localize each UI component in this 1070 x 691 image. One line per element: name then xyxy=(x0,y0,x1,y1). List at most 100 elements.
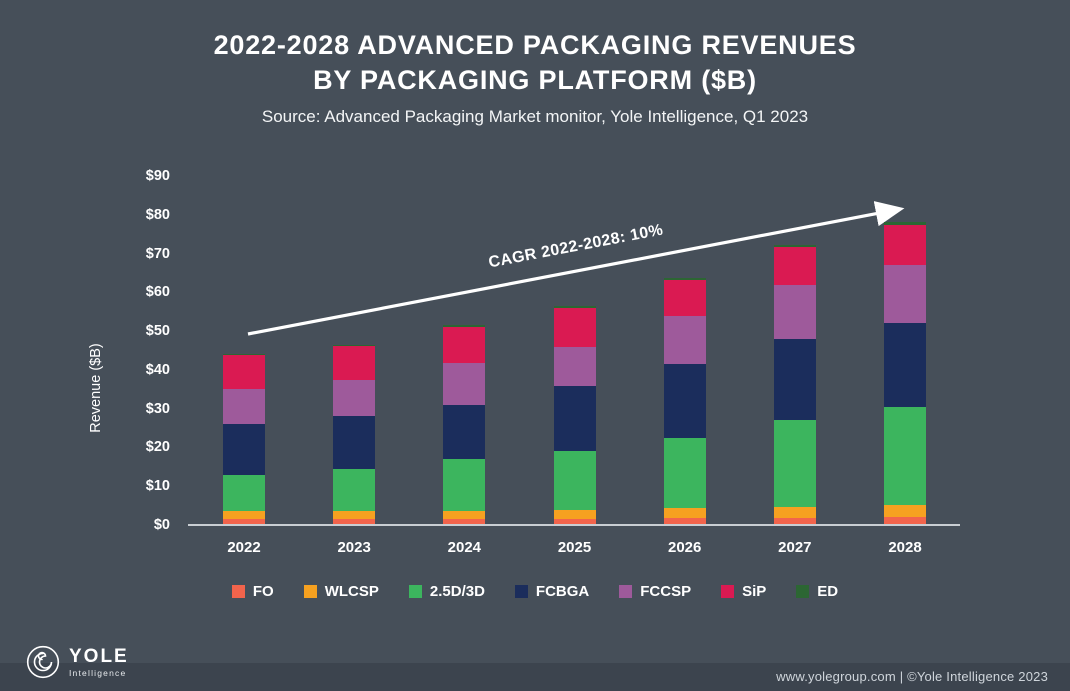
legend-swatch xyxy=(408,585,422,598)
segment-ED xyxy=(553,306,596,308)
legend-label: FCCSP xyxy=(640,583,692,600)
segment-ED xyxy=(333,344,376,346)
segment-FO xyxy=(553,518,596,525)
segment-SiP xyxy=(884,224,927,266)
segment-FCBGA xyxy=(223,424,265,475)
y-tick-label: $30 xyxy=(145,400,170,417)
yole-logo: YOLE Intelligence xyxy=(26,645,129,679)
x-tick-label: 2025 xyxy=(557,539,592,556)
segment-2.5D/3D xyxy=(443,459,486,511)
segment-WLCSP xyxy=(663,507,706,519)
yole-logo-text: YOLE Intelligence xyxy=(69,647,129,678)
segment-ED xyxy=(773,244,816,248)
segment-WLCSP xyxy=(773,506,816,518)
y-tick-label: $10 xyxy=(145,478,170,495)
segment-WLCSP xyxy=(553,509,596,519)
x-axis-line xyxy=(188,524,960,526)
chart-title-line1: 2022-2028 ADVANCED PACKAGING REVENUES xyxy=(213,30,857,60)
legend-item-ED: ED xyxy=(796,583,838,600)
legend-label: WLCSP xyxy=(324,583,379,600)
legend-label: 2.5D/3D xyxy=(429,583,485,600)
segment-FO xyxy=(223,519,265,525)
segment-SiP xyxy=(773,247,816,285)
segment-2.5D/3D xyxy=(333,468,376,512)
yole-logo-subname: Intelligence xyxy=(69,667,127,678)
segment-WLCSP xyxy=(443,510,486,520)
legend-label: SiP xyxy=(742,583,767,600)
segment-FCBGA xyxy=(333,416,376,469)
y-tick-label: $50 xyxy=(145,323,170,340)
legend-label: FO xyxy=(252,583,274,600)
segment-FO xyxy=(663,518,706,525)
chart-source-subtitle: Source: Advanced Packaging Market monito… xyxy=(261,107,809,127)
segment-FCBGA xyxy=(443,404,486,460)
legend-item-FCCSP: FCCSP xyxy=(619,583,691,600)
segment-SiP xyxy=(443,326,486,363)
y-tick-label: $60 xyxy=(145,284,170,301)
segment-ED xyxy=(884,221,927,225)
segment-WLCSP xyxy=(884,505,927,517)
y-tick-label: $80 xyxy=(145,206,170,223)
legend-swatch xyxy=(619,585,633,598)
y-tick-label: $90 xyxy=(145,168,170,184)
segment-SiP xyxy=(553,307,596,347)
segment-FO xyxy=(884,516,927,525)
plot-area: CAGR 2022-2028: 10% xyxy=(195,176,960,525)
bar-2027 xyxy=(773,244,816,525)
bar-2025 xyxy=(553,306,596,525)
legend-swatch xyxy=(303,585,317,598)
legend-swatch xyxy=(231,585,245,598)
segment-FCBGA xyxy=(884,323,927,407)
x-tick-label: 2028 xyxy=(888,539,922,556)
segment-SiP xyxy=(663,280,706,317)
legend-label: FCBGA xyxy=(535,583,590,600)
segment-FCCSP xyxy=(663,316,706,365)
x-tick-label: 2026 xyxy=(667,539,702,556)
x-tick-label: 2027 xyxy=(778,539,812,556)
segment-ED xyxy=(443,325,486,327)
segment-ED xyxy=(223,353,265,355)
segment-WLCSP xyxy=(333,511,376,520)
segment-FO xyxy=(443,519,486,525)
y-tick-label: $40 xyxy=(145,361,170,378)
x-axis-labels: 2022 2023 2024 2025 2026 2027 2028 xyxy=(195,539,960,563)
segment-2.5D/3D xyxy=(223,474,265,512)
segment-FO xyxy=(773,517,816,525)
segment-FCBGA xyxy=(553,385,596,452)
segment-FCCSP xyxy=(333,379,376,417)
x-tick-label: 2023 xyxy=(337,539,371,556)
segment-2.5D/3D xyxy=(663,437,706,508)
segment-FCCSP xyxy=(443,362,486,405)
legend-label: ED xyxy=(817,583,839,600)
bar-2022 xyxy=(223,353,265,525)
legend-item-2.5D/3D: 2.5D/3D xyxy=(408,583,485,600)
legend-item-FO: FO xyxy=(231,583,274,600)
segment-ED xyxy=(663,278,706,281)
legend-swatch xyxy=(721,585,735,598)
segment-2.5D/3D xyxy=(884,406,927,506)
segment-SiP xyxy=(223,354,265,390)
y-tick-label: $20 xyxy=(145,439,170,456)
legend-swatch xyxy=(796,585,810,598)
segment-WLCSP xyxy=(223,511,265,520)
legend: FO WLCSP 2.5D/3D FCBGA FCCSP SiP ED xyxy=(0,583,1070,600)
y-tick-label: $70 xyxy=(145,245,170,262)
legend-item-FCBGA: FCBGA xyxy=(514,583,590,600)
segment-2.5D/3D xyxy=(553,451,596,510)
chart-title-line2: BY PACKAGING PLATFORM ($B) xyxy=(313,65,757,96)
cagr-trend-arrow xyxy=(247,201,905,336)
bar-2028 xyxy=(884,221,927,525)
segment-FCCSP xyxy=(553,346,596,386)
segment-FCCSP xyxy=(223,389,265,425)
segment-FCBGA xyxy=(663,364,706,438)
bar-2024 xyxy=(443,325,486,525)
x-tick-label: 2022 xyxy=(227,539,261,556)
title-block: 2022-2028 ADVANCED PACKAGING REVENUES BY… xyxy=(0,28,1070,127)
segment-SiP xyxy=(333,345,376,380)
legend-item-SiP: SiP xyxy=(721,583,766,600)
legend-swatch xyxy=(514,585,528,598)
y-axis-title: Revenue ($B) xyxy=(88,343,104,433)
footer-credit: www.yolegroup.com | ©Yole Intelligence 2… xyxy=(776,669,1048,684)
segment-FCCSP xyxy=(773,284,816,339)
bar-2026 xyxy=(663,278,706,525)
